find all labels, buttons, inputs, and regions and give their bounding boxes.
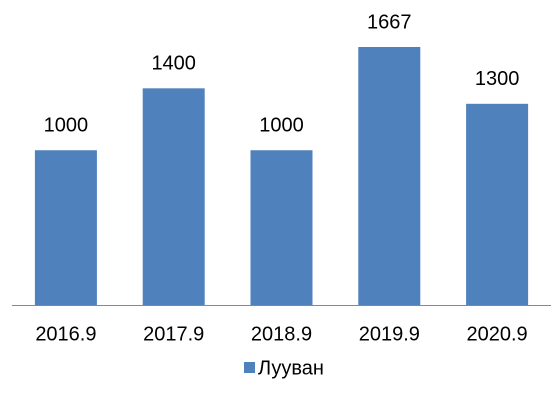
bar bbox=[34, 150, 97, 305]
x-tick-label: 2018.9 bbox=[251, 323, 312, 345]
data-label: 1400 bbox=[151, 53, 196, 75]
x-tick-label: 2017.9 bbox=[143, 323, 204, 345]
bar bbox=[466, 103, 529, 306]
x-tick-label: 2019.9 bbox=[359, 323, 420, 345]
bar bbox=[358, 47, 421, 305]
legend-label: Лууван bbox=[258, 357, 324, 379]
data-label: 1300 bbox=[475, 68, 520, 90]
bar bbox=[250, 150, 313, 305]
data-label: 1000 bbox=[44, 115, 89, 137]
legend-swatch bbox=[244, 362, 255, 373]
x-tick-label: 2020.9 bbox=[467, 323, 528, 345]
x-tick-label: 2016.9 bbox=[35, 323, 96, 345]
bar bbox=[142, 88, 205, 305]
data-label: 1000 bbox=[259, 115, 304, 137]
data-label: 1667 bbox=[367, 11, 412, 33]
